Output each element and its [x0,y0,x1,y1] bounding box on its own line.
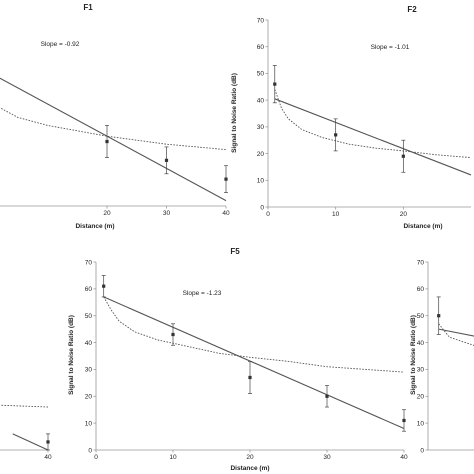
data-point [46,440,50,444]
log-fit-curve [438,323,474,346]
y-tick-label: 60 [257,44,265,51]
x-tick-label: 30 [323,454,331,461]
x-tick-label: 10 [332,211,340,218]
slope-annotation: Slope = -1.23 [183,290,222,297]
linear-fit-line [12,433,49,451]
y-tick-label: 50 [257,71,265,78]
y-axis-label: Signal to Noise Ratio (dB) [68,315,75,395]
y-tick-label: 20 [257,151,265,158]
y-tick-label: 70 [257,17,265,24]
data-point [164,158,169,162]
y-tick-label: 0 [88,447,92,454]
chart-f1: 20 30 40 F1 Slope = -0.92 Distance (m) [0,3,230,230]
chart-title: F5 [230,247,240,256]
x-axis-label: Distance (m) [75,223,114,230]
log-fit-curve [274,89,472,159]
y-tick-label: 30 [85,367,93,374]
data-point [402,418,406,423]
data-point [171,332,175,337]
chart-f2: 0 10 20 30 40 50 60 70 0 10 20 F2 Slope = -1.01 Dista… [231,5,472,230]
y-tick-label: 30 [257,124,265,131]
data-point [105,139,109,144]
x-tick-label: 40 [400,454,408,461]
y-tick-label: 40 [417,340,425,347]
data-point [334,133,338,137]
x-tick-label: 0 [94,454,98,461]
linear-fit-line [438,328,474,337]
x-tick-label: 40 [222,210,230,217]
y-tick-label: 10 [417,420,425,427]
data-point [273,82,277,86]
y-tick-label: 10 [257,178,265,185]
x-tick-label: 30 [163,210,171,217]
data-point [224,177,228,181]
chart-title: F1 [83,3,93,12]
chart-title: F2 [407,5,417,14]
x-axis-label: Distance (m) [403,223,442,230]
linear-fit-line [103,296,405,430]
data-point [102,284,106,288]
y-axis-label: Signal to Noise Ratio (dB) [410,315,417,395]
y-tick-label: 0 [260,204,264,211]
x-tick-label: 20 [246,454,254,461]
x-axis-label: Distance (m) [230,465,269,472]
y-tick-label: 30 [417,367,425,374]
y-tick-label: 10 [85,420,93,427]
data-point [437,314,441,318]
log-fit-curve [103,296,405,373]
chart-f5: 0 10 20 30 40 50 60 70 0 10 20 30 40 F5 Slope = -1.23 D… [68,247,408,472]
slope-annotation: Slope = -0.92 [41,41,80,48]
y-tick-label: 0 [420,447,424,454]
x-tick-label: 10 [169,454,177,461]
y-tick-label: 20 [417,394,425,401]
linear-fit-line [0,77,227,202]
y-tick-label: 70 [85,259,93,266]
x-tick-label: 20 [400,211,408,218]
y-tick-label: 60 [417,286,425,293]
linear-fit-line [274,98,472,176]
y-axis-label: Signal to Noise Ratio (dB) [231,73,238,153]
log-fit-curve [0,107,227,151]
data-point [325,394,329,398]
y-tick-label: 20 [85,394,93,401]
x-tick-label: 0 [266,211,270,218]
log-fit-curve [0,404,49,408]
x-tick-label: 40 [44,454,52,461]
y-tick-label: 40 [85,340,93,347]
slope-annotation: Slope = -1.01 [371,44,410,51]
chart-f4: 40 [0,404,52,461]
y-tick-label: 50 [417,313,425,320]
chart-f6: 0 10 20 30 40 50 60 70 Signal to Noise Ratio (dB… [410,259,474,454]
data-point [248,375,252,380]
y-tick-label: 70 [417,259,425,266]
y-tick-label: 40 [257,97,265,104]
y-tick-label: 60 [85,286,93,293]
y-tick-label: 50 [85,313,93,320]
x-tick-label: 20 [103,210,111,217]
data-point [401,154,405,158]
